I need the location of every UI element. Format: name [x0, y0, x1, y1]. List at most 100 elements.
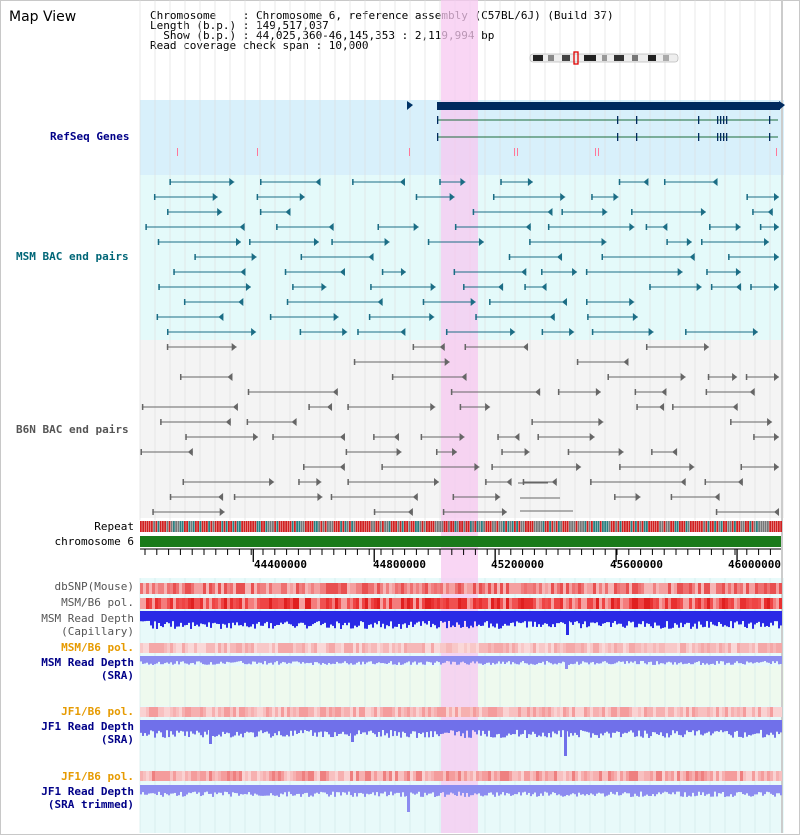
- track-label-msm-depth-sra[interactable]: MSM Read Depth: [41, 656, 134, 669]
- depth-bar: [568, 785, 570, 796]
- track-label-refseq[interactable]: RefSeq Genes: [50, 130, 130, 143]
- depth-bar: [778, 611, 780, 629]
- heat-cell: [272, 643, 275, 653]
- track-label-repeat[interactable]: Repeat: [94, 520, 134, 533]
- repeat-feature: [245, 521, 248, 532]
- depth-bar: [486, 656, 488, 663]
- depth-bar: [668, 656, 670, 662]
- repeat-feature: [676, 521, 679, 532]
- heat-cell: [404, 771, 407, 781]
- heat-cell: [779, 643, 782, 653]
- heat-cell: [575, 598, 578, 609]
- depth-bar: [598, 611, 600, 626]
- track-label-msm-b6-pol-sra[interactable]: MSM/B6 pol.: [61, 641, 134, 654]
- depth-bar: [754, 785, 756, 795]
- track-label-b6n-bac[interactable]: B6N BAC end pairs: [16, 423, 129, 436]
- heat-cell: [449, 707, 452, 717]
- heat-cell: [230, 707, 233, 717]
- heat-cell: [581, 583, 584, 594]
- depth-bar: [264, 785, 266, 796]
- heat-cell: [263, 598, 266, 609]
- track-label-jf1-depth-trimmed-sub: (SRA trimmed): [47, 798, 134, 811]
- heat-cell: [296, 598, 299, 609]
- heat-cell: [596, 707, 599, 717]
- bac-end-arrow: [572, 268, 578, 276]
- repeat-feature: [745, 521, 747, 532]
- depth-bar: [442, 656, 444, 664]
- depth-bar: [460, 611, 462, 628]
- track-label-dbsnp[interactable]: dbSNP(Mouse): [54, 580, 134, 593]
- heat-cell: [212, 771, 215, 781]
- depth-bar: [142, 720, 144, 736]
- depth-bar: [206, 720, 208, 735]
- repeat-feature: [687, 521, 690, 532]
- repeat-feature: [738, 521, 741, 532]
- track-label-jf1-b6-pol[interactable]: JF1/B6 pol.: [61, 705, 134, 718]
- heat-cell: [308, 583, 311, 594]
- depth-bar: [168, 611, 170, 624]
- depth-bar: [532, 720, 534, 732]
- depth-bar: [154, 785, 156, 794]
- heat-cell: [659, 707, 662, 717]
- heat-cell: [359, 643, 362, 653]
- repeat-feature: [771, 521, 774, 532]
- track-label-msm-bac[interactable]: MSM BAC end pairs: [16, 250, 129, 263]
- depth-bar: [288, 611, 290, 624]
- repeat-feature: [465, 521, 468, 532]
- depth-bar: [446, 720, 448, 733]
- chromosome-ideogram[interactable]: [529, 51, 679, 65]
- heat-cell: [593, 598, 596, 609]
- depth-bar: [598, 720, 600, 738]
- depth-bar: [470, 720, 472, 738]
- heat-cell: [464, 598, 467, 609]
- depth-bar: [390, 611, 392, 622]
- heat-cell: [653, 771, 656, 781]
- depth-bar: [274, 785, 276, 796]
- heat-cell: [587, 598, 590, 609]
- repeat-feature: [690, 521, 692, 532]
- depth-bar: [628, 720, 630, 732]
- depth-bar: [324, 656, 326, 664]
- depth-bar: [374, 611, 376, 623]
- depth-bar: [418, 785, 420, 792]
- track-label-msm-depth-capillary[interactable]: MSM Read Depth: [41, 612, 134, 625]
- track-label-jf1-b6-pol-2[interactable]: JF1/B6 pol.: [61, 770, 134, 783]
- heat-cell: [200, 707, 203, 717]
- depth-bar: [462, 720, 464, 734]
- depth-bar: [174, 611, 176, 629]
- depth-bar: [420, 720, 422, 735]
- depth-bar: [410, 656, 412, 665]
- heat-cell: [245, 583, 248, 594]
- repeat-feature: [206, 521, 208, 532]
- depth-bar: [726, 720, 728, 732]
- depth-bar: [752, 785, 754, 797]
- depth-bar: [488, 720, 490, 731]
- bac-end-arrow: [576, 463, 582, 471]
- depth-bar: [758, 720, 760, 734]
- repeat-feature: [390, 521, 393, 532]
- depth-bar: [212, 720, 214, 736]
- heat-cell: [242, 771, 245, 781]
- track-label-jf1-depth-trimmed[interactable]: JF1 Read Depth: [41, 785, 134, 798]
- depth-bar: [262, 785, 264, 796]
- heat-cell: [176, 771, 179, 781]
- depth-bar: [218, 720, 220, 735]
- track-label-chromosome[interactable]: chromosome 6: [54, 535, 134, 548]
- heat-cell: [173, 598, 176, 609]
- track-label-jf1-depth-sra[interactable]: JF1 Read Depth: [41, 720, 134, 733]
- heat-cell: [179, 643, 182, 653]
- heat-cell: [626, 643, 629, 653]
- depth-bar: [174, 785, 176, 793]
- heat-cell: [290, 771, 293, 781]
- track-label-msm-b6-pol[interactable]: MSM/B6 pol.: [61, 596, 134, 609]
- depth-bar: [360, 785, 362, 793]
- depth-bar: [166, 720, 168, 731]
- heat-cell: [677, 707, 680, 717]
- heat-cell: [203, 707, 206, 717]
- depth-bar: [778, 720, 780, 735]
- heat-cell: [449, 771, 452, 781]
- heat-cell: [389, 771, 392, 781]
- depth-bar: [228, 656, 230, 663]
- depth-bar: [330, 611, 332, 625]
